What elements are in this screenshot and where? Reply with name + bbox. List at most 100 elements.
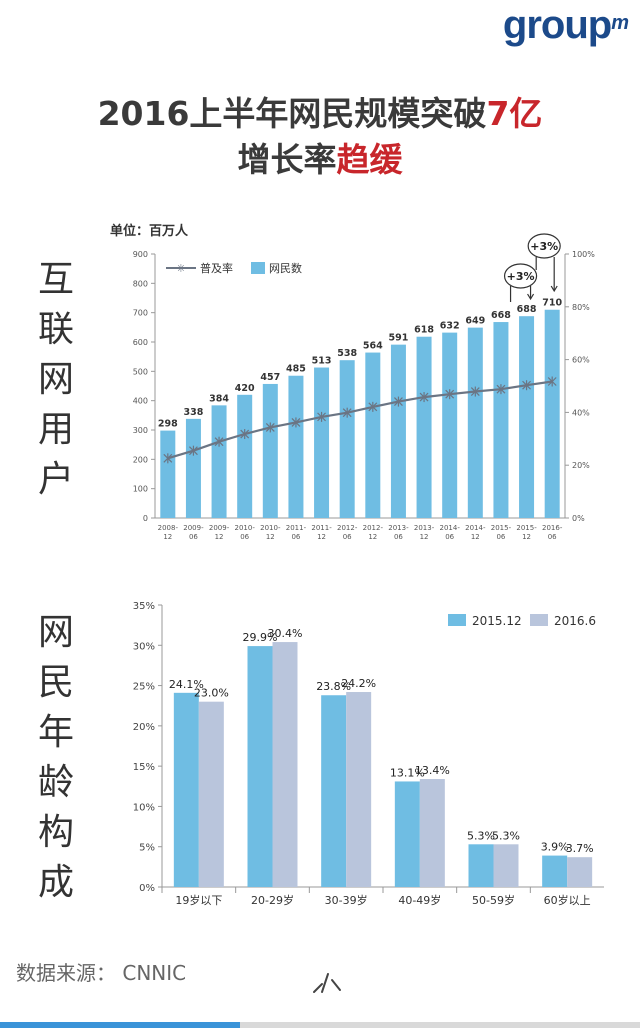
bar-users bbox=[519, 316, 535, 518]
side-label-char: 网 bbox=[38, 359, 75, 400]
rate-marker bbox=[445, 389, 455, 400]
bar-value-label: 30.4% bbox=[268, 627, 303, 640]
annotation-arrowhead-1 bbox=[527, 293, 535, 301]
side-label-char: 用 bbox=[38, 409, 75, 450]
bar-value-label: 13.1% bbox=[390, 766, 425, 779]
x-tick-label-year: 2013- bbox=[388, 524, 409, 532]
rate-marker bbox=[419, 392, 429, 403]
rate-marker bbox=[317, 411, 326, 422]
unit-label: 单位：百万人 bbox=[110, 224, 189, 239]
y-tick-label: 5% bbox=[139, 843, 155, 854]
title-line-1: 2016上半年网民规模突破7亿 bbox=[97, 94, 543, 133]
y-left-tick-label: 200 bbox=[133, 455, 148, 464]
x-tick-label-month: 06 bbox=[548, 533, 557, 541]
bar-value-label: 3.7% bbox=[566, 842, 594, 855]
bar-value-label: 513 bbox=[312, 356, 332, 367]
side-label-char: 互 bbox=[38, 259, 75, 300]
bar-users bbox=[237, 394, 253, 518]
legend-rate-marker: ✳ bbox=[176, 262, 185, 275]
bar-users bbox=[211, 405, 227, 518]
legend-label-2016-6: 2016.6 bbox=[554, 614, 596, 628]
annotation-bubble-2 bbox=[527, 233, 561, 259]
rate-marker bbox=[522, 380, 531, 391]
x-tick-label-year: 2014- bbox=[440, 524, 461, 532]
bar-value-label: 538 bbox=[337, 348, 357, 359]
legend-label-2015-12: 2015.12 bbox=[472, 614, 522, 628]
bar-value-label: 5.3% bbox=[467, 829, 495, 842]
x-tick-label-year: 2014- bbox=[465, 524, 486, 532]
y-left-tick-label: 0 bbox=[143, 514, 148, 523]
rate-marker bbox=[342, 407, 352, 418]
bar-value-label: 710 bbox=[542, 298, 562, 309]
side-label-age-structure: 网民年龄构成 bbox=[38, 608, 74, 908]
x-tick-label-month: 12 bbox=[420, 533, 429, 541]
bar-users bbox=[390, 344, 406, 518]
rate-marker bbox=[291, 417, 301, 428]
bar-users bbox=[160, 430, 176, 518]
y-left-tick-label: 600 bbox=[133, 338, 148, 347]
y-left-tick-label: 700 bbox=[133, 309, 148, 318]
x-tick-label-month: 12 bbox=[522, 533, 531, 541]
side-label-char: 网 bbox=[38, 612, 75, 653]
y-right-tick-label: 40% bbox=[572, 408, 590, 417]
y-right-tick-label: 20% bbox=[572, 461, 590, 470]
bar-value-label: 5.3% bbox=[492, 829, 520, 842]
title-line-2: 增长率趋缓 bbox=[237, 140, 403, 179]
annotation-arrowhead-2 bbox=[550, 285, 558, 293]
x-tick-label: 19岁以下 bbox=[175, 893, 222, 907]
bar-2016-6 bbox=[346, 692, 372, 887]
bar-value-label: 23.8% bbox=[316, 680, 351, 693]
bar-value-label: 618 bbox=[414, 325, 434, 336]
x-tick-label-year: 2012- bbox=[363, 524, 384, 532]
bar-value-label: 29.9% bbox=[243, 631, 278, 644]
bar-value-label: 564 bbox=[363, 341, 383, 352]
bar-value-label: 24.1% bbox=[169, 678, 204, 691]
bar-users bbox=[288, 375, 304, 518]
bar-users bbox=[365, 352, 381, 518]
x-tick-label: 20-29岁 bbox=[251, 893, 294, 907]
rate-marker bbox=[163, 453, 173, 464]
y-left-tick-label: 400 bbox=[133, 397, 148, 406]
bar-users bbox=[467, 327, 483, 518]
x-tick-label-year: 2009- bbox=[183, 524, 204, 532]
rate-marker bbox=[368, 401, 378, 412]
x-tick-label-month: 06 bbox=[240, 533, 249, 541]
rate-marker bbox=[240, 429, 250, 440]
bar-2016-6 bbox=[419, 779, 445, 887]
side-label-char: 户 bbox=[38, 459, 75, 500]
bar-value-label: 384 bbox=[209, 393, 229, 404]
side-label-char: 成 bbox=[38, 862, 75, 903]
y-tick-label: 0% bbox=[139, 883, 155, 894]
bar-value-label: 13.4% bbox=[415, 764, 450, 777]
bar-2016-6 bbox=[493, 844, 519, 887]
x-tick-label-month: 12 bbox=[368, 533, 377, 541]
bar-2016-6 bbox=[272, 642, 298, 887]
rate-marker bbox=[265, 422, 275, 433]
y-right-tick-label: 80% bbox=[572, 303, 590, 312]
legend-rate-label: 普及率 bbox=[200, 261, 233, 275]
x-tick-label: 50-59岁 bbox=[472, 893, 515, 907]
groupm-logo: groupm bbox=[502, 3, 629, 47]
x-tick-label-year: 2015- bbox=[516, 524, 537, 532]
bar-value-label: 632 bbox=[440, 321, 460, 332]
bar-2015-12 bbox=[321, 695, 347, 887]
x-tick-label: 60岁以上 bbox=[544, 893, 591, 907]
bar-value-label: 688 bbox=[517, 304, 537, 315]
rate-marker bbox=[214, 436, 224, 447]
y-tick-label: 20% bbox=[133, 722, 155, 733]
y-tick-label: 35% bbox=[133, 601, 155, 612]
annotation-bubble-1 bbox=[503, 263, 538, 289]
bar-2015-12 bbox=[542, 855, 568, 887]
bar-2015-12 bbox=[468, 844, 494, 887]
line-penetration-rate bbox=[167, 380, 553, 460]
side-label-char: 年 bbox=[38, 712, 75, 753]
pointer-icon bbox=[313, 973, 341, 993]
side-label-char: 联 bbox=[38, 309, 75, 350]
x-tick-label-month: 06 bbox=[291, 533, 300, 541]
x-tick-label-year: 2011- bbox=[286, 524, 307, 532]
bar-value-label: 3.9% bbox=[541, 841, 569, 854]
bar-2015-12 bbox=[173, 692, 199, 887]
y-right-tick-label: 60% bbox=[572, 356, 590, 365]
bar-users bbox=[314, 367, 330, 518]
bar-2016-6 bbox=[198, 701, 224, 887]
